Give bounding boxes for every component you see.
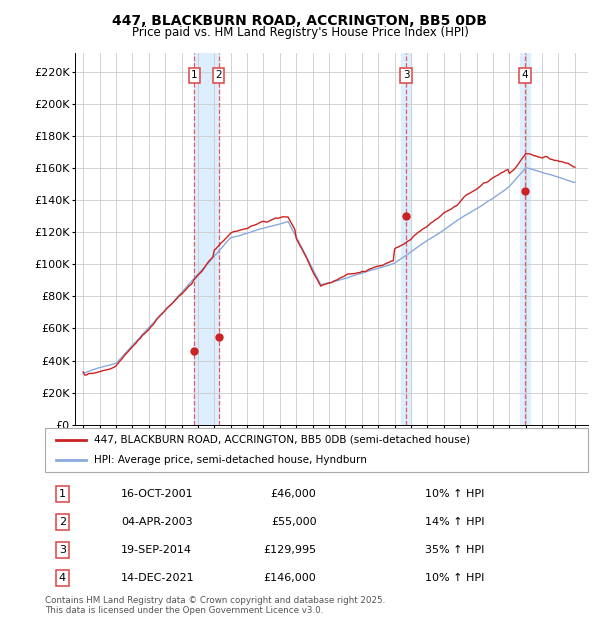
Text: 14-DEC-2021: 14-DEC-2021 (121, 573, 194, 583)
Text: HPI: Average price, semi-detached house, Hyndburn: HPI: Average price, semi-detached house,… (94, 455, 367, 466)
Bar (194, 53, 218, 425)
Text: 447, BLACKBURN ROAD, ACCRINGTON, BB5 0DB: 447, BLACKBURN ROAD, ACCRINGTON, BB5 0DB (113, 14, 487, 28)
Text: 2: 2 (215, 70, 222, 80)
Text: 35% ↑ HPI: 35% ↑ HPI (425, 545, 484, 555)
Text: This data is licensed under the Open Government Licence v3.0.: This data is licensed under the Open Gov… (45, 606, 323, 616)
Text: 3: 3 (59, 545, 66, 555)
Text: 447, BLACKBURN ROAD, ACCRINGTON, BB5 0DB (semi-detached house): 447, BLACKBURN ROAD, ACCRINGTON, BB5 0DB… (94, 435, 470, 445)
Text: 10% ↑ HPI: 10% ↑ HPI (425, 573, 484, 583)
Bar (401, 53, 412, 425)
Text: 04-APR-2003: 04-APR-2003 (121, 517, 193, 527)
Text: 1: 1 (59, 489, 66, 499)
Text: 16-OCT-2001: 16-OCT-2001 (121, 489, 194, 499)
Text: 3: 3 (403, 70, 410, 80)
Text: £146,000: £146,000 (264, 573, 317, 583)
Text: 14% ↑ HPI: 14% ↑ HPI (425, 517, 485, 527)
Text: £129,995: £129,995 (263, 545, 317, 555)
Bar (520, 53, 530, 425)
Text: 4: 4 (521, 70, 528, 80)
Text: Price paid vs. HM Land Registry's House Price Index (HPI): Price paid vs. HM Land Registry's House … (131, 26, 469, 39)
Text: 10% ↑ HPI: 10% ↑ HPI (425, 489, 484, 499)
Text: 19-SEP-2014: 19-SEP-2014 (121, 545, 192, 555)
Text: £46,000: £46,000 (271, 489, 317, 499)
FancyBboxPatch shape (45, 428, 588, 472)
Text: £55,000: £55,000 (271, 517, 317, 527)
Text: Contains HM Land Registry data © Crown copyright and database right 2025.: Contains HM Land Registry data © Crown c… (45, 596, 385, 606)
Text: 2: 2 (59, 517, 66, 527)
Text: 4: 4 (59, 573, 66, 583)
Text: 1: 1 (191, 70, 198, 80)
